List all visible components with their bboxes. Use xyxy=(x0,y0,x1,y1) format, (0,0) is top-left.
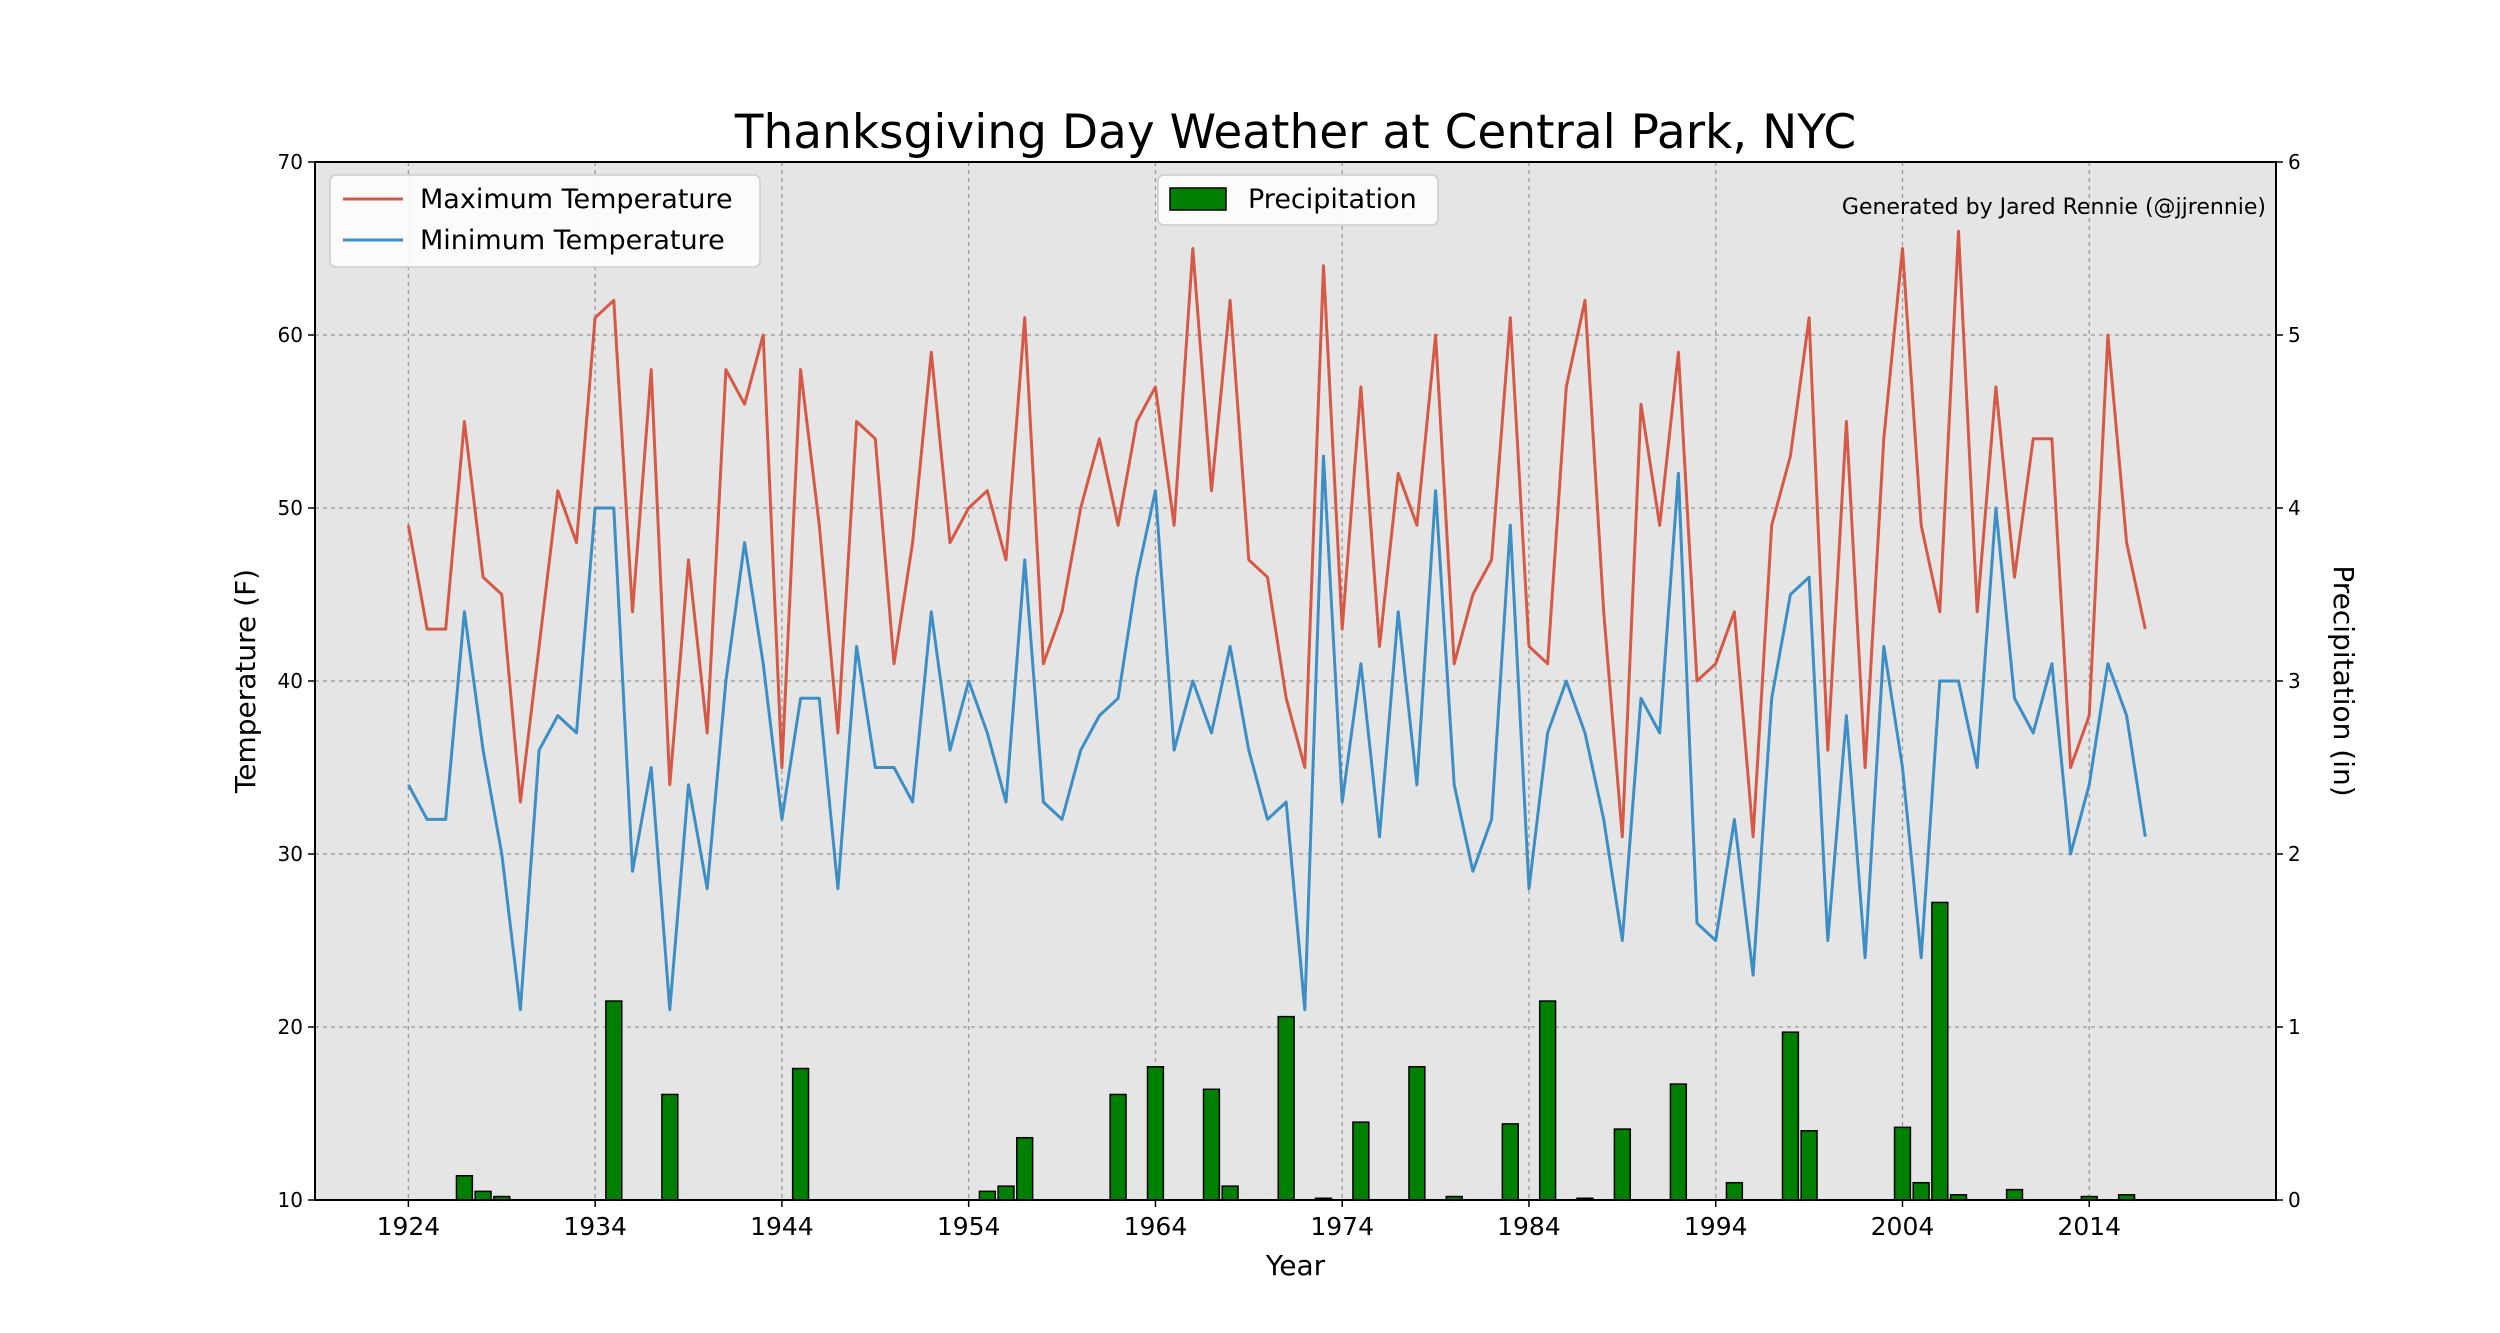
precipitation-bar xyxy=(1800,1130,1818,1201)
legend-precip-label: Precipitation xyxy=(1248,184,1417,215)
precipitation-bar xyxy=(978,1190,997,1201)
x-tick-label: 1934 xyxy=(563,1212,627,1241)
y-axis-label-right: Precipitation (in) xyxy=(2327,565,2360,796)
precipitation-bar xyxy=(1109,1093,1127,1201)
precipitation-bar xyxy=(2005,1188,2024,1201)
legend-precipitation: Precipitation xyxy=(1157,174,1439,226)
x-tick-label: 1994 xyxy=(1684,1212,1748,1241)
x-tick-label: 1964 xyxy=(1124,1212,1188,1241)
precipitation-bar xyxy=(1669,1083,1688,1201)
precipitation-bar xyxy=(1146,1066,1165,1201)
y-tick-label-right: 4 xyxy=(2288,496,2301,520)
precipitation-bar xyxy=(1016,1136,1034,1201)
y-tick-label-left: 70 xyxy=(278,150,303,174)
y-tick-label-right: 2 xyxy=(2288,842,2301,866)
axis-ticks: 1924 1934 1944 1954 1964 1974 1984 1994 2004 2014… xyxy=(278,150,2301,1241)
precipitation-bar xyxy=(605,1000,623,1201)
legend-temperature: Maximum Temperature Minimum Temperature xyxy=(329,174,761,268)
precipitation-bar xyxy=(1613,1128,1632,1201)
legend-max-temp-label: Maximum Temperature xyxy=(420,184,733,215)
min-temperature-line xyxy=(407,454,2147,1012)
y-tick-label-left: 60 xyxy=(278,323,303,347)
precipitation-bar xyxy=(1931,901,1949,1201)
y-tick-label-left: 20 xyxy=(278,1015,303,1039)
precipitation-bar xyxy=(1725,1181,1744,1201)
temperature-lines xyxy=(406,229,2147,1012)
x-tick-label: 1974 xyxy=(1310,1212,1374,1241)
precipitation-bar xyxy=(1202,1088,1221,1201)
legend-precip-swatch xyxy=(1169,187,1227,211)
precipitation-bar xyxy=(1221,1185,1239,1201)
precipitation-bar xyxy=(1501,1123,1519,1201)
precipitation-bar xyxy=(474,1190,492,1201)
y-tick-label-left: 30 xyxy=(278,842,303,866)
y-axis-label-left: Temperature (F) xyxy=(229,569,262,794)
y-tick-label-right: 3 xyxy=(2288,669,2301,693)
precipitation-bar xyxy=(1893,1126,1912,1201)
y-tick-label-left: 10 xyxy=(278,1188,303,1212)
precipitation-bar xyxy=(1277,1015,1295,1201)
precipitation-bar xyxy=(1781,1031,1800,1201)
x-tick-label: 2004 xyxy=(1871,1212,1935,1241)
x-tick-label: 1954 xyxy=(937,1212,1001,1241)
precipitation-bar xyxy=(1912,1181,1930,1201)
precipitation-bar xyxy=(661,1093,679,1201)
precipitation-bar xyxy=(791,1067,810,1201)
precipitation-bar xyxy=(997,1185,1015,1201)
x-tick-label: 2014 xyxy=(2057,1212,2121,1241)
legend-min-temp-label: Minimum Temperature xyxy=(420,225,725,256)
precipitation-bar xyxy=(455,1175,474,1201)
x-tick-label: 1924 xyxy=(377,1212,441,1241)
max-temperature-line xyxy=(406,229,2147,839)
x-tick-label: 1984 xyxy=(1497,1212,1561,1241)
precipitation-bars xyxy=(455,901,2136,1201)
y-tick-label-left: 50 xyxy=(278,496,303,520)
y-tick-label-right: 1 xyxy=(2288,1015,2301,1039)
precipitation-bar xyxy=(1352,1121,1370,1201)
y-tick-label-right: 6 xyxy=(2288,150,2301,174)
y-tick-label-right: 5 xyxy=(2288,323,2301,347)
x-axis-label: Year xyxy=(1265,1249,1326,1282)
precipitation-bar xyxy=(1408,1066,1426,1201)
y-tick-label-left: 40 xyxy=(278,669,303,693)
y-tick-label-right: 0 xyxy=(2288,1188,2301,1212)
precipitation-bar xyxy=(1538,1000,1557,1201)
credit-annotation: Generated by Jared Rennie (@jjrennie) xyxy=(1842,195,2266,220)
chart-title: Thanksgiving Day Weather at Central Park… xyxy=(734,105,1857,160)
x-tick-label: 1944 xyxy=(750,1212,814,1241)
